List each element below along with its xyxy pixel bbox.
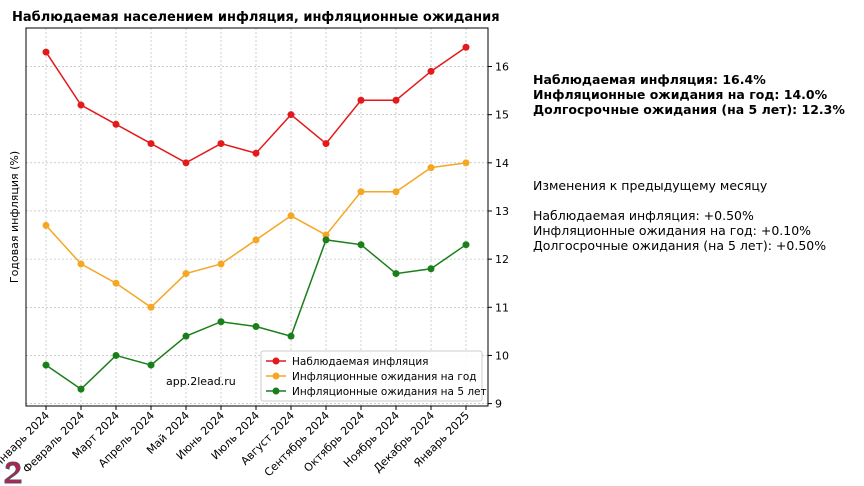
data-point [322, 231, 330, 239]
y-tick-label: 16 [495, 61, 509, 74]
data-point [252, 236, 260, 244]
data-point [112, 351, 120, 359]
y-tick-label: 11 [495, 301, 509, 314]
x-tick-label: Февраль 2024 [20, 409, 87, 476]
data-point [182, 270, 190, 278]
data-point [112, 279, 120, 287]
y-axis-label: Годовая инфляция (%) [8, 151, 21, 283]
data-point [112, 120, 120, 128]
summary-one-year: Инфляционные ожидания на год: 14.0% [533, 87, 828, 102]
legend-label: Инфляционные ожидания на год [292, 371, 477, 383]
change-observed: Наблюдаемая инфляция: +0.50% [533, 208, 754, 223]
data-point [182, 159, 190, 167]
y-tick-label: 10 [495, 349, 509, 362]
data-point [42, 48, 50, 56]
data-point [147, 303, 155, 311]
data-point [427, 67, 435, 75]
legend-marker [272, 372, 280, 380]
changes-title: Изменения к предыдущему месяцу [533, 178, 768, 193]
data-point [217, 140, 225, 148]
legend-label: Инфляционные ожидания на 5 лет [292, 386, 487, 398]
data-point [77, 385, 85, 393]
legend-marker [272, 387, 280, 395]
data-point [252, 323, 260, 331]
legend-label: Наблюдаемая инфляция [292, 356, 429, 368]
y-tick-label: 13 [495, 205, 509, 218]
data-point [217, 318, 225, 326]
data-point [392, 188, 400, 196]
data-point [287, 332, 295, 340]
x-tick-label: Октябрь 2024 [301, 409, 367, 475]
legend-marker [272, 357, 280, 365]
data-point [147, 361, 155, 369]
data-point [427, 164, 435, 172]
data-point [287, 111, 295, 119]
data-point [357, 241, 365, 249]
data-point [357, 188, 365, 196]
summary-observed: Наблюдаемая инфляция: 16.4% [533, 72, 766, 87]
y-tick-label: 15 [495, 109, 509, 122]
data-point [392, 96, 400, 104]
data-point [182, 332, 190, 340]
data-point [42, 221, 50, 229]
data-point [252, 149, 260, 157]
data-point [77, 101, 85, 109]
data-point [427, 265, 435, 273]
data-point [322, 140, 330, 148]
data-point [77, 260, 85, 268]
annotation-watermark: app.2lead.ru [166, 375, 236, 388]
data-point [42, 361, 50, 369]
data-point [217, 260, 225, 268]
data-point [147, 140, 155, 148]
chart-title: Наблюдаемая населением инфляция, инфляци… [12, 10, 500, 25]
data-point [287, 212, 295, 220]
data-point [462, 43, 470, 51]
logo-icon [4, 461, 22, 484]
x-tick-label: Декабрь 2024 [371, 409, 437, 475]
change-one-year: Инфляционные ожидания на год: +0.10% [533, 223, 812, 238]
data-point [392, 270, 400, 278]
data-point [357, 96, 365, 104]
y-tick-label: 12 [495, 253, 509, 266]
y-tick-label: 9 [495, 398, 502, 411]
y-tick-label: 14 [495, 157, 509, 170]
legend-box [260, 350, 483, 402]
plot-frame [25, 27, 489, 407]
summary-five-year: Долгосрочные ожидания (на 5 лет): 12.3% [533, 102, 845, 117]
data-point [322, 236, 330, 244]
change-five-year: Долгосрочные ожидания (на 5 лет): +0.50% [533, 238, 827, 253]
data-point [462, 241, 470, 249]
data-point [462, 159, 470, 167]
